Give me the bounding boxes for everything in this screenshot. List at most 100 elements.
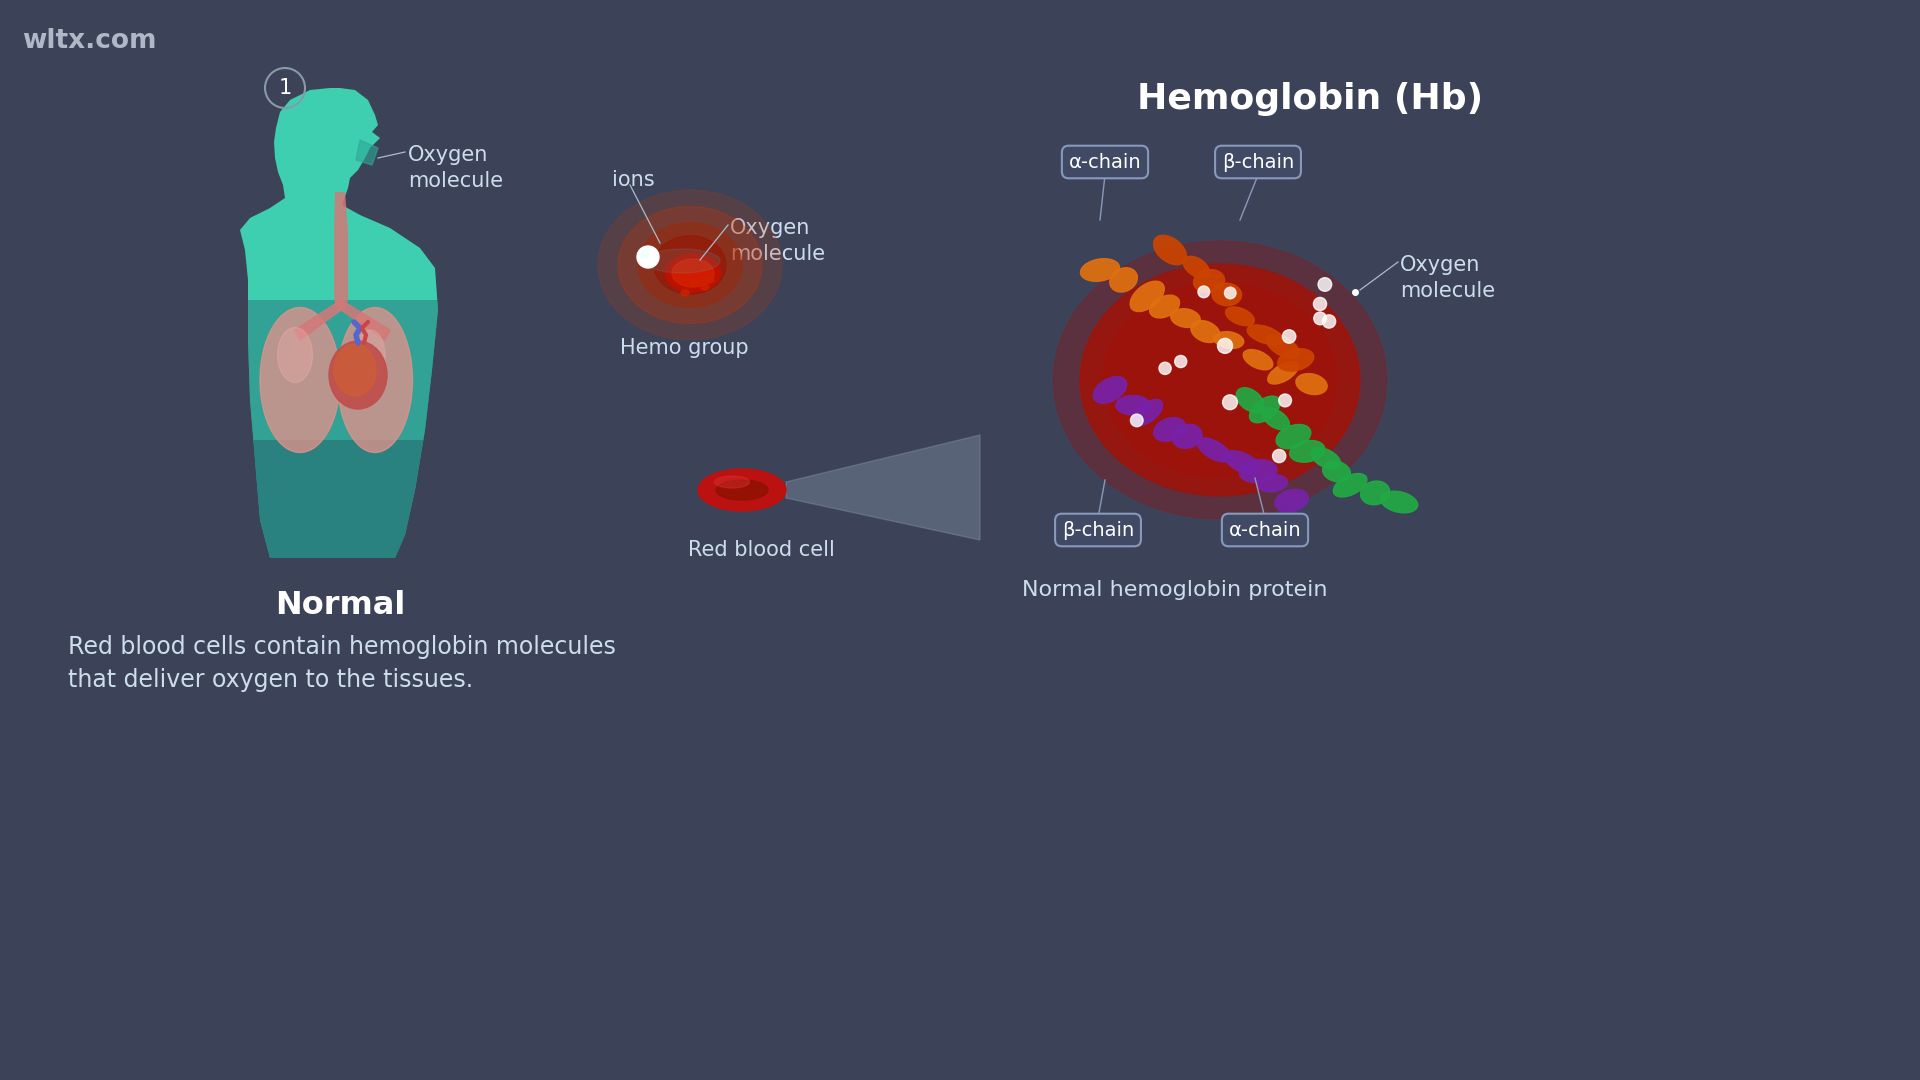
Ellipse shape: [1102, 283, 1336, 477]
Ellipse shape: [1380, 491, 1417, 513]
Text: α-chain: α-chain: [1229, 521, 1302, 540]
Text: Normal: Normal: [275, 590, 405, 621]
Ellipse shape: [1116, 395, 1150, 415]
Text: β-chain: β-chain: [1062, 521, 1135, 540]
Polygon shape: [785, 435, 979, 540]
Text: Oxygen
molecule: Oxygen molecule: [407, 145, 503, 191]
Text: β-chain: β-chain: [1221, 152, 1294, 172]
Ellipse shape: [655, 235, 726, 294]
PathPatch shape: [248, 300, 438, 558]
Circle shape: [641, 249, 649, 258]
Text: Normal hemoglobin protein: Normal hemoglobin protein: [1021, 580, 1329, 600]
Ellipse shape: [597, 190, 781, 340]
Ellipse shape: [1183, 256, 1210, 278]
Text: Red blood cells contain hemoglobin molecules: Red blood cells contain hemoglobin molec…: [67, 635, 616, 659]
Ellipse shape: [714, 476, 749, 488]
Ellipse shape: [1150, 295, 1179, 318]
Ellipse shape: [338, 308, 413, 453]
Ellipse shape: [1277, 424, 1311, 448]
Ellipse shape: [1238, 460, 1277, 483]
Ellipse shape: [1081, 264, 1359, 496]
Circle shape: [1175, 355, 1187, 367]
Ellipse shape: [1054, 241, 1386, 518]
Ellipse shape: [1110, 268, 1137, 292]
Circle shape: [1283, 329, 1296, 343]
Circle shape: [1313, 297, 1327, 311]
Ellipse shape: [1248, 325, 1283, 345]
Polygon shape: [296, 300, 342, 340]
Text: α-chain: α-chain: [1069, 152, 1140, 172]
Ellipse shape: [691, 280, 699, 286]
Ellipse shape: [1225, 450, 1260, 474]
Circle shape: [1223, 395, 1236, 409]
Circle shape: [1323, 314, 1336, 328]
Polygon shape: [355, 140, 378, 165]
Circle shape: [1131, 414, 1142, 427]
Ellipse shape: [1311, 448, 1340, 469]
Ellipse shape: [1290, 441, 1325, 462]
Text: Oxygen
molecule: Oxygen molecule: [730, 218, 826, 265]
Circle shape: [1198, 286, 1210, 298]
PathPatch shape: [248, 440, 438, 558]
Ellipse shape: [1081, 259, 1119, 281]
Ellipse shape: [1154, 235, 1187, 265]
Ellipse shape: [328, 341, 388, 409]
Circle shape: [1160, 362, 1171, 375]
Ellipse shape: [1190, 321, 1219, 342]
Text: ions: ions: [612, 170, 655, 190]
Ellipse shape: [278, 327, 313, 382]
Text: Red blood cell: Red blood cell: [687, 540, 835, 561]
Ellipse shape: [672, 259, 714, 287]
Circle shape: [1217, 338, 1233, 353]
Ellipse shape: [1133, 400, 1164, 426]
Text: Oxygen
molecule: Oxygen molecule: [1400, 255, 1496, 301]
Ellipse shape: [1213, 332, 1244, 349]
Circle shape: [1317, 278, 1332, 292]
PathPatch shape: [334, 192, 348, 310]
Circle shape: [1225, 287, 1236, 299]
Ellipse shape: [1236, 388, 1263, 413]
Ellipse shape: [1244, 350, 1273, 369]
Ellipse shape: [699, 469, 785, 511]
Circle shape: [1279, 394, 1292, 407]
Ellipse shape: [1275, 489, 1308, 512]
Circle shape: [637, 246, 659, 268]
Polygon shape: [342, 300, 390, 340]
Ellipse shape: [1261, 408, 1290, 430]
Circle shape: [1313, 312, 1327, 325]
Ellipse shape: [637, 222, 741, 307]
Text: wltx.com: wltx.com: [21, 28, 157, 54]
Ellipse shape: [716, 480, 768, 500]
Ellipse shape: [1194, 270, 1225, 293]
Ellipse shape: [666, 254, 720, 292]
PathPatch shape: [240, 87, 438, 558]
Ellipse shape: [1171, 309, 1200, 327]
Ellipse shape: [1323, 461, 1350, 482]
Ellipse shape: [1267, 335, 1300, 359]
Ellipse shape: [1361, 481, 1390, 504]
Ellipse shape: [1092, 377, 1127, 403]
Ellipse shape: [618, 206, 762, 324]
Ellipse shape: [1250, 396, 1281, 422]
Text: Hemo group: Hemo group: [620, 338, 749, 357]
Ellipse shape: [1198, 437, 1231, 462]
Ellipse shape: [1079, 265, 1359, 495]
Ellipse shape: [355, 330, 386, 380]
Ellipse shape: [1267, 362, 1298, 384]
Ellipse shape: [1173, 424, 1202, 448]
Text: 1: 1: [278, 78, 292, 98]
Ellipse shape: [701, 284, 708, 291]
Circle shape: [1273, 449, 1286, 462]
Ellipse shape: [1212, 283, 1242, 306]
Ellipse shape: [707, 276, 714, 283]
Text: Hemoglobin (Hb): Hemoglobin (Hb): [1137, 82, 1482, 116]
Ellipse shape: [334, 345, 376, 396]
Ellipse shape: [1131, 281, 1164, 311]
Ellipse shape: [1332, 473, 1367, 497]
Ellipse shape: [643, 249, 720, 273]
Ellipse shape: [1225, 307, 1254, 326]
Ellipse shape: [682, 291, 689, 296]
Ellipse shape: [1154, 418, 1185, 442]
Ellipse shape: [1258, 475, 1288, 491]
Text: that deliver oxygen to the tissues.: that deliver oxygen to the tissues.: [67, 669, 472, 692]
